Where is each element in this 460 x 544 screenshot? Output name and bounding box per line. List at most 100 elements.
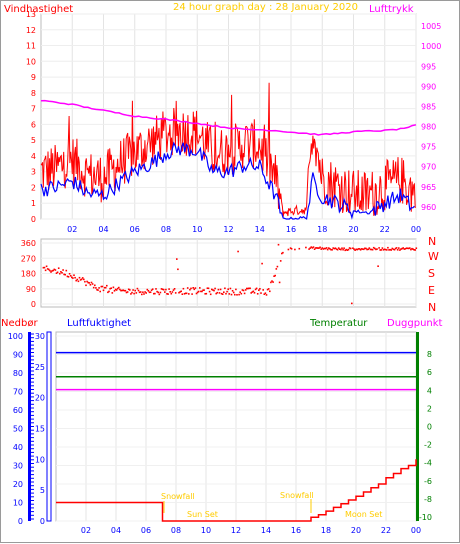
p1-right-tick-label: 960: [421, 203, 436, 212]
wind-direction-point: [55, 272, 58, 274]
wind-direction-point: [147, 290, 150, 292]
p3-nedbor-tick-label: 20: [13, 480, 23, 489]
wind-direction-point: [53, 268, 56, 271]
p1-x-tick-label: 08: [161, 225, 171, 234]
p3-humidity-tick-label: 0: [40, 517, 45, 526]
p3-humidity-tick-label: 25: [35, 363, 45, 372]
wind-direction-point: [124, 289, 127, 292]
wind-direction-point: [278, 281, 281, 284]
wind-direction-point: [174, 292, 177, 294]
p2-left-tick-label: 180: [21, 270, 36, 279]
wind-direction-point: [376, 248, 378, 250]
p3-x-tick-label: 16: [291, 526, 301, 535]
wind-direction-point: [148, 291, 151, 294]
p3-nedbor-tick-label: 30: [13, 462, 23, 471]
wind-direction-point: [232, 291, 235, 294]
compass-n-top: N: [428, 235, 436, 248]
wind-direction-point: [64, 273, 66, 276]
wind-direction-point: [103, 286, 106, 289]
wind-direction-point: [66, 275, 69, 278]
wind-direction-point: [205, 292, 208, 295]
wind-direction-point: [251, 291, 254, 293]
wind-direction-point: [319, 246, 321, 249]
wind-direction-point: [97, 289, 99, 291]
wind-direction-point: [379, 249, 381, 251]
wind-direction-point: [142, 291, 144, 293]
wind-direction-point: [180, 290, 182, 293]
wind-direction-point: [145, 292, 147, 294]
wind-direction-point: [190, 287, 192, 290]
wind-direction-point: [289, 247, 292, 249]
p1-right-tick-label: 1005: [421, 22, 441, 31]
wind-direction-point: [331, 249, 333, 251]
wind-direction-point: [219, 288, 222, 291]
wind-direction-point: [382, 249, 385, 251]
wind-direction-point: [229, 287, 232, 290]
wind-direction-point: [344, 249, 346, 252]
wind-direction-point: [265, 294, 268, 296]
wind-direction-point: [183, 293, 186, 295]
wind-direction-point: [74, 276, 76, 279]
wind-direction-point: [81, 277, 84, 279]
wind-direction-point: [113, 290, 116, 292]
wind-direction-point: [189, 288, 191, 291]
wind-direction-point: [398, 247, 400, 249]
wind-direction-point: [110, 287, 112, 289]
wind-direction-point: [155, 288, 157, 290]
wind-direction-point: [371, 248, 374, 251]
compass-s: S: [428, 267, 435, 280]
p3-temp-tick-label: -2: [424, 441, 432, 450]
wind-direction-point: [60, 271, 62, 273]
wind-direction-point: [54, 269, 57, 271]
wind-direction-point: [250, 292, 252, 294]
wind-direction-point: [238, 293, 240, 296]
wind-direction-point: [321, 247, 324, 249]
wind-direction-point: [156, 290, 158, 293]
precip-line: [56, 459, 417, 522]
wind-direction-point: [241, 289, 244, 291]
wind-direction-point: [99, 290, 101, 293]
wind-direction-point: [90, 281, 93, 284]
wind-direction-point: [193, 288, 196, 291]
wind-direction-point: [109, 287, 111, 290]
wind-average-line: [40, 141, 415, 220]
wind-direction-point: [403, 248, 406, 250]
p3-humidity-scale-bar: [46, 331, 52, 522]
compass-e: E: [428, 284, 435, 297]
wind-direction-point: [177, 268, 179, 271]
wind-direction-point: [101, 285, 104, 288]
wind-direction-point: [122, 289, 124, 291]
wind-direction-point: [204, 293, 206, 295]
precip-label: Nedbør: [1, 318, 38, 329]
wind-direction-point: [195, 292, 198, 295]
wind-direction-point: [220, 292, 223, 295]
wind-direction-point: [374, 247, 376, 250]
p1-left-tick-label: 0: [31, 215, 36, 224]
wind-direction-point: [406, 247, 409, 250]
wind-direction-point: [51, 270, 53, 272]
wind-direction-point: [223, 291, 225, 293]
wind-direction-point: [106, 284, 108, 287]
p3-x-tick-label: 14: [261, 526, 271, 535]
p3-temp-tick-label: 8: [427, 350, 432, 359]
wind-direction-point: [86, 280, 88, 283]
wind-direction-point: [386, 249, 388, 251]
sunset-label: Sun Set: [187, 510, 218, 519]
wind-direction-point: [317, 247, 319, 249]
wind-direction-point: [179, 291, 181, 293]
wind-direction-point: [246, 287, 248, 290]
wind-direction-point: [104, 286, 107, 289]
wind-direction-point: [395, 247, 398, 249]
wind-direction-point: [139, 291, 142, 293]
wind-direction-point: [262, 289, 264, 291]
p3-x-tick-label: 00: [411, 526, 421, 535]
p1-left-tick-label: 1: [31, 199, 36, 208]
p3-temp-tick-label: -6: [424, 477, 432, 486]
wind-direction-point: [267, 288, 270, 290]
snowfall-label-1: Snowfall: [161, 492, 195, 501]
wind-direction-point: [320, 248, 322, 250]
snowfall-label-2: Snowfall: [280, 491, 314, 500]
wind-direction-point: [162, 288, 165, 291]
wind-direction-point: [367, 248, 369, 251]
